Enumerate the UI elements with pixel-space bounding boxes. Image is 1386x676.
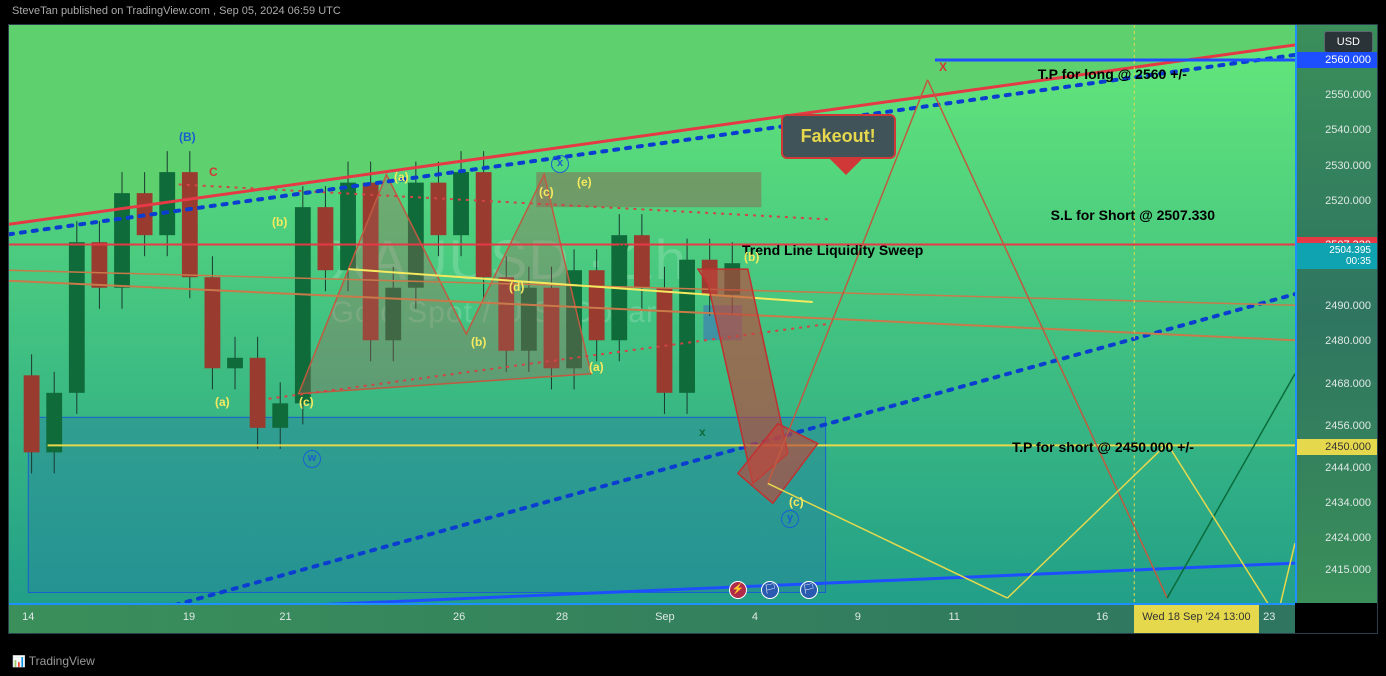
time-tick: 26 xyxy=(453,611,465,623)
wave-label: x xyxy=(699,425,706,439)
price-tick: 2480.000 xyxy=(1325,335,1371,347)
price-marker: 2450.000 xyxy=(1297,439,1377,455)
time-tick: 11 xyxy=(948,611,959,623)
price-marker: 2560.000 xyxy=(1297,52,1377,68)
tradingview-logo[interactable]: TradingView xyxy=(12,654,95,668)
price-tick: 2424.000 xyxy=(1325,532,1371,544)
time-marker: Wed 18 Sep '24 13:00 xyxy=(1134,605,1258,633)
price-tick: 2434.000 xyxy=(1325,497,1371,509)
watermark: XAUUSD · 1h Gold Spot / U.S. Dollar xyxy=(331,227,687,330)
wave-label: (a) xyxy=(589,360,604,374)
wave-label: (a) xyxy=(215,395,230,409)
plot-region[interactable]: XAUUSD · 1h Gold Spot / U.S. Dollar T.P … xyxy=(9,25,1295,603)
time-tick: 21 xyxy=(279,611,291,623)
price-tick: 2540.000 xyxy=(1325,124,1371,136)
time-tick: 28 xyxy=(556,611,568,623)
wave-label: (d) xyxy=(509,280,524,294)
platform: TradingView.com xyxy=(126,5,210,17)
wave-label: X xyxy=(939,60,947,74)
wave-label: (b) xyxy=(744,250,759,264)
wave-label: x xyxy=(551,155,569,173)
annotation-sl_short: S.L for Short @ 2507.330 xyxy=(1051,207,1215,223)
time-tick: 16 xyxy=(1096,611,1108,623)
annotation-trend: Trend Line Liquidity Sweep xyxy=(742,242,923,258)
indicator-icon[interactable]: 🏳 xyxy=(761,581,779,599)
chart-area[interactable]: XAUUSD · 1h Gold Spot / U.S. Dollar T.P … xyxy=(8,24,1378,634)
price-tick: 2468.000 xyxy=(1325,378,1371,390)
price-marker: 2504.39500:35 xyxy=(1297,243,1377,269)
indicator-icon[interactable]: ⚡ xyxy=(729,581,747,599)
chart-frame: SteveTan published on TradingView.com , … xyxy=(0,0,1386,676)
annotation-tp_short: T.P for short @ 2450.000 +/- xyxy=(1012,439,1194,455)
fakeout-callout: Fakeout! xyxy=(781,114,896,159)
wave-label: (B) xyxy=(179,130,196,144)
price-axis[interactable]: USD 2560.000 2550.000 2540.000 2530.000 2520… xyxy=(1295,25,1377,603)
price-tick: 2520.000 xyxy=(1325,195,1371,207)
wave-label: (e) xyxy=(577,175,592,189)
price-tick: 2415.000 xyxy=(1325,564,1371,576)
wave-label: (a) xyxy=(394,170,409,184)
price-tick: 2456.000 xyxy=(1325,420,1371,432)
price-tick: 2444.000 xyxy=(1325,462,1371,474)
time-tick: 19 xyxy=(183,611,195,623)
publish-time: Sep 05, 2024 06:59 UTC xyxy=(219,5,341,17)
publisher: SteveTan xyxy=(12,5,58,17)
wave-label: (c) xyxy=(299,395,314,409)
wave-label: y xyxy=(781,510,799,528)
time-tick: Sep xyxy=(655,611,675,623)
time-axis[interactable]: 14 19 21 26 28 Sep 4 9 11 16 23 Wed 18 Sep '24 13:0… xyxy=(9,603,1295,633)
wave-label: (c) xyxy=(539,185,554,199)
indicator-icon[interactable]: 🏳 xyxy=(800,581,818,599)
time-tick: 4 xyxy=(752,611,758,623)
wave-label: (c) xyxy=(789,495,804,509)
wave-label: (b) xyxy=(471,335,486,349)
time-tick: 14 xyxy=(22,611,34,623)
wave-label: w xyxy=(303,450,321,468)
annotation-tp_long: T.P for long @ 2560 +/- xyxy=(1038,66,1187,82)
wave-label: w xyxy=(619,240,628,254)
time-tick: 23 xyxy=(1263,611,1275,623)
time-tick: 9 xyxy=(855,611,861,623)
price-tick: 2490.000 xyxy=(1325,300,1371,312)
wave-label: C xyxy=(209,165,218,179)
price-tick: 2550.000 xyxy=(1325,89,1371,101)
wave-label: (b) xyxy=(272,215,287,229)
price-tick: 2530.000 xyxy=(1325,160,1371,172)
currency-badge[interactable]: USD xyxy=(1324,31,1373,53)
publish-info: SteveTan published on TradingView.com , … xyxy=(0,0,1386,24)
